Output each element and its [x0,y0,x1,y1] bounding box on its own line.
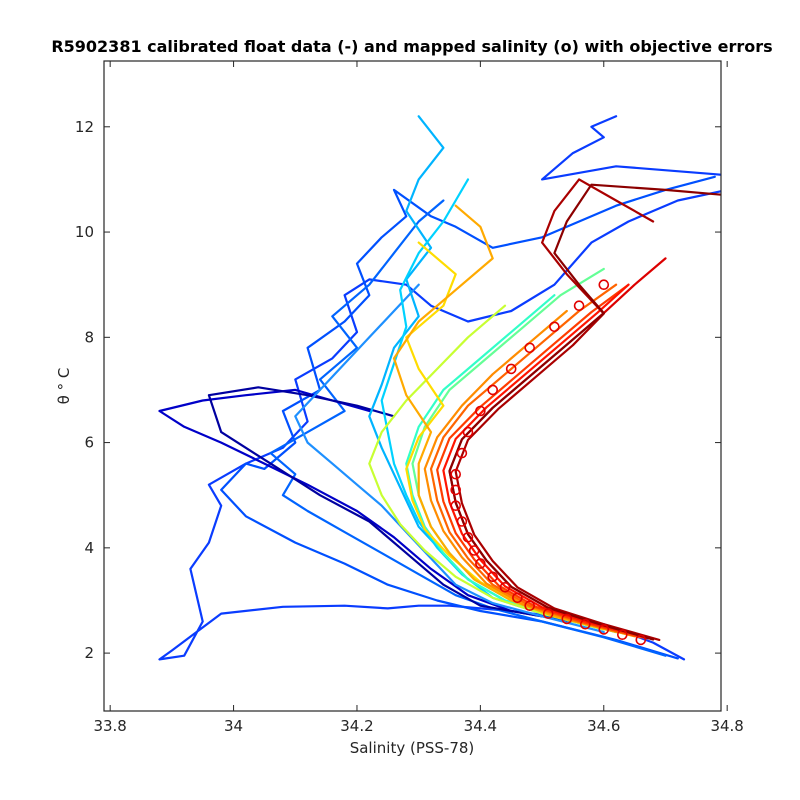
mapped-salinity-point [456,516,468,527]
y-tick-label: 12 [75,118,94,136]
series-line-13 [392,204,618,634]
x-tick-label: 34 [224,717,243,735]
series-line-16 [436,283,649,640]
mapped-salinity-point [468,545,480,556]
series-line-6 [294,283,605,634]
mapped-salinity-point [635,634,647,646]
mapped-salinity-point [475,558,486,569]
x-axis-label: Salinity (PSS-78) [350,739,475,757]
series-line-3 [269,199,667,657]
mapped-salinity-point [487,571,499,583]
series-line-11 [368,304,605,631]
mapped-salinity-point [542,608,554,619]
mapped-salinity-point [598,279,610,291]
series-line-20 [448,183,721,641]
mapped-salinity-point [462,426,474,438]
plot-area [158,115,721,661]
y-tick-label: 2 [84,644,94,662]
mapped-salinity-point [512,592,523,604]
mapped-salinity-point [505,363,517,375]
mapped-salinity-point [598,624,610,635]
x-tick-label: 33.8 [93,717,126,735]
series-line-5 [207,386,544,618]
y-tick-label: 4 [84,539,94,557]
mapped-salinity-point [579,618,591,630]
mapped-salinity-point [616,629,628,641]
series-line-14 [423,309,636,638]
y-axis-label: θ ° C [55,368,73,405]
mapped-salinity-point [450,484,462,496]
y-tick-label: 10 [75,223,94,241]
mapped-salinity-point [499,581,511,593]
y-tick-label: 6 [84,434,94,452]
series-line-19 [454,178,661,642]
series-line-4 [158,388,575,623]
mapped-salinity-point [456,447,468,459]
mapped-salinity-point [549,321,560,333]
x-tick-label: 34.8 [710,717,743,735]
mapped-salinity-point [573,300,585,312]
mapped-salinity-point [524,342,536,354]
mapped-salinity-point [561,613,573,625]
mapped-salinity-point [450,500,462,512]
series-line-17 [442,283,655,641]
x-tick-label: 34.4 [464,717,497,735]
x-axis: 33.8 34 34.2 34.4 34.6 34.8 [93,61,744,735]
mapped-salinity-point [524,600,536,612]
y-axis: 2 4 6 8 10 12 [75,118,721,662]
x-tick-label: 34.6 [587,717,620,735]
mapped-salinity-point [475,405,486,417]
mapped-salinity-point [450,468,462,480]
mapped-salinity-point [487,384,499,396]
plot-frame [103,60,722,712]
mapped-salinity-point [462,531,474,543]
x-tick-label: 34.2 [340,717,373,735]
series-line-1 [158,115,721,661]
chart-title: R5902381 calibrated float data (-) and m… [51,37,772,56]
y-tick-label: 8 [84,328,94,346]
series-line-2 [220,175,716,660]
series-line-15 [429,283,642,639]
